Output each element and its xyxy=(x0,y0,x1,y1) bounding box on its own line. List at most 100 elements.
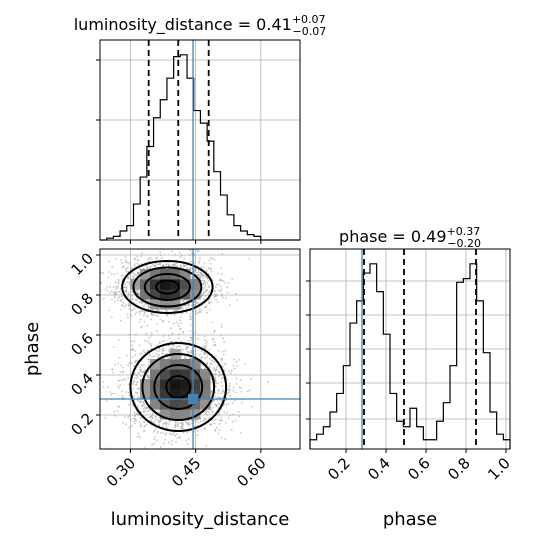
sample-point xyxy=(153,430,156,432)
sample-point xyxy=(232,386,235,389)
sample-point xyxy=(216,364,219,367)
sample-point xyxy=(186,443,189,446)
sample-point xyxy=(114,414,116,417)
hist-luminosity-distance-frame xyxy=(99,39,301,241)
sample-point xyxy=(174,426,177,429)
sample-point xyxy=(213,366,215,369)
sample-point xyxy=(162,425,164,428)
sample-point xyxy=(130,362,133,365)
sample-point xyxy=(148,260,151,263)
sample-point xyxy=(213,422,216,425)
density-block xyxy=(190,289,201,300)
sample-point xyxy=(143,369,146,372)
sample-point xyxy=(119,299,122,302)
sample-point xyxy=(195,353,198,356)
sample-point xyxy=(185,439,187,442)
sample-point xyxy=(173,263,176,266)
sample-point xyxy=(174,253,177,256)
sample-point xyxy=(204,306,207,308)
sample-point xyxy=(133,420,136,423)
hist-luminosity-distance-step xyxy=(100,54,300,241)
sample-point xyxy=(190,339,192,342)
sample-point xyxy=(170,327,173,330)
sample-point xyxy=(199,272,202,275)
sample-point xyxy=(143,404,146,407)
sample-point xyxy=(146,324,149,327)
sample-point xyxy=(139,370,142,373)
sample-point xyxy=(214,430,217,433)
sample-point xyxy=(222,280,225,283)
sample-point xyxy=(158,309,161,312)
sample-point xyxy=(139,365,142,368)
sample-point xyxy=(174,422,177,424)
sample-point xyxy=(190,336,193,339)
sample-point xyxy=(212,344,215,347)
sample-point xyxy=(208,423,211,426)
density-block xyxy=(180,369,191,380)
sample-point xyxy=(189,249,192,252)
sample-point xyxy=(159,432,162,434)
density-block xyxy=(170,299,181,310)
density-block xyxy=(170,289,181,300)
contour-line xyxy=(121,260,214,314)
sample-point xyxy=(204,352,207,355)
sample-point xyxy=(161,352,164,355)
sample-point xyxy=(208,302,211,305)
density-block xyxy=(130,279,141,290)
sample-point xyxy=(203,286,206,289)
sample-point xyxy=(132,349,135,352)
sample-point xyxy=(135,419,137,422)
sample-point xyxy=(120,262,123,264)
sample-point xyxy=(179,256,182,259)
sample-point xyxy=(200,294,203,297)
sample-point xyxy=(173,322,175,325)
contour-line xyxy=(165,375,192,399)
sample-point xyxy=(156,418,159,421)
sample-point xyxy=(200,356,203,359)
sample-point xyxy=(197,271,200,274)
sample-point xyxy=(214,286,217,289)
density-block xyxy=(190,369,201,380)
sample-point xyxy=(118,387,121,389)
sample-point xyxy=(196,301,199,304)
sample-point xyxy=(119,371,122,374)
sample-point xyxy=(118,295,121,298)
sample-point xyxy=(117,405,120,408)
sample-point xyxy=(205,342,208,345)
sample-point xyxy=(250,405,253,408)
sample-point xyxy=(215,368,218,371)
sample-point xyxy=(106,285,108,288)
sample-point xyxy=(150,318,152,321)
sample-point xyxy=(118,290,121,293)
sample-point xyxy=(143,426,146,428)
sample-point xyxy=(238,415,240,418)
sample-point xyxy=(210,403,212,406)
sample-point xyxy=(222,376,224,379)
sample-point xyxy=(178,325,180,327)
density-block xyxy=(200,389,211,400)
contour-line xyxy=(132,266,203,308)
sample-point xyxy=(108,291,111,294)
scatter-ytick-label: 0.2 xyxy=(67,409,97,439)
sample-point xyxy=(182,300,185,303)
sample-point xyxy=(150,334,153,337)
sample-point xyxy=(126,277,129,280)
title-luminosity-distance: luminosity_distance = 0.41+0.07 −0.07 xyxy=(74,13,327,38)
sample-point xyxy=(134,391,137,394)
sample-point xyxy=(163,442,165,445)
sample-point xyxy=(133,422,136,425)
sample-point xyxy=(167,349,170,352)
sample-point xyxy=(197,311,199,314)
sample-point xyxy=(208,348,211,351)
sample-point xyxy=(138,263,140,266)
sample-point xyxy=(139,375,142,377)
sample-point xyxy=(131,383,134,386)
sample-point xyxy=(210,362,213,365)
sample-point xyxy=(132,382,134,384)
sample-point xyxy=(179,422,181,425)
sample-point xyxy=(229,394,232,397)
sample-point xyxy=(203,266,205,269)
sample-point xyxy=(110,393,113,396)
density-block xyxy=(150,269,161,280)
sample-point xyxy=(138,320,141,323)
